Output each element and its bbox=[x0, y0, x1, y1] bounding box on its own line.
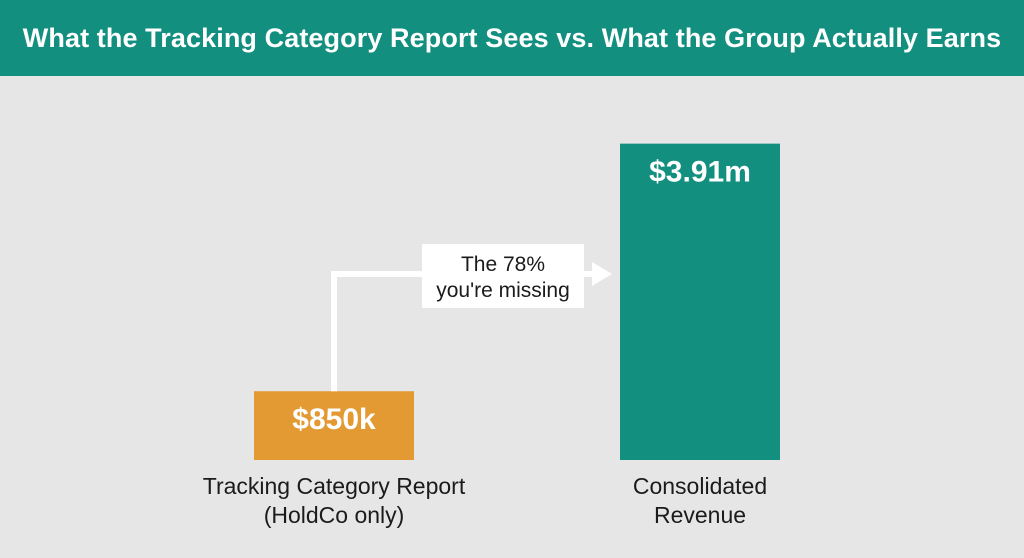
bar-chart: The 78% you're missing $850k Tracking Cate… bbox=[203, 143, 780, 528]
bar-1 bbox=[620, 143, 780, 460]
annotation-layer: The 78% you're missing bbox=[331, 244, 612, 392]
category-label-1-0: Consolidated bbox=[633, 473, 767, 499]
bar-0 bbox=[254, 391, 414, 460]
chart-header: What the Tracking Category Report Sees v… bbox=[0, 0, 1024, 76]
category-label-0-1: (HoldCo only) bbox=[264, 502, 405, 528]
annotation-arrow-head bbox=[592, 262, 612, 286]
data-label-0: $850k bbox=[292, 403, 376, 436]
chart-title: What the Tracking Category Report Sees v… bbox=[22, 22, 1002, 53]
category-label-0-0: Tracking Category Report bbox=[203, 473, 466, 499]
category-label-1-1: Revenue bbox=[654, 502, 746, 528]
bars-layer bbox=[254, 143, 780, 460]
data-label-1: $3.91m bbox=[649, 156, 751, 189]
labels-layer: $850k Tracking Category Report (HoldCo onl… bbox=[203, 156, 767, 528]
annotation-box bbox=[422, 244, 584, 308]
annotation-text-0: The 78% bbox=[461, 253, 545, 276]
annotation-text-1: you're missing bbox=[436, 279, 570, 302]
